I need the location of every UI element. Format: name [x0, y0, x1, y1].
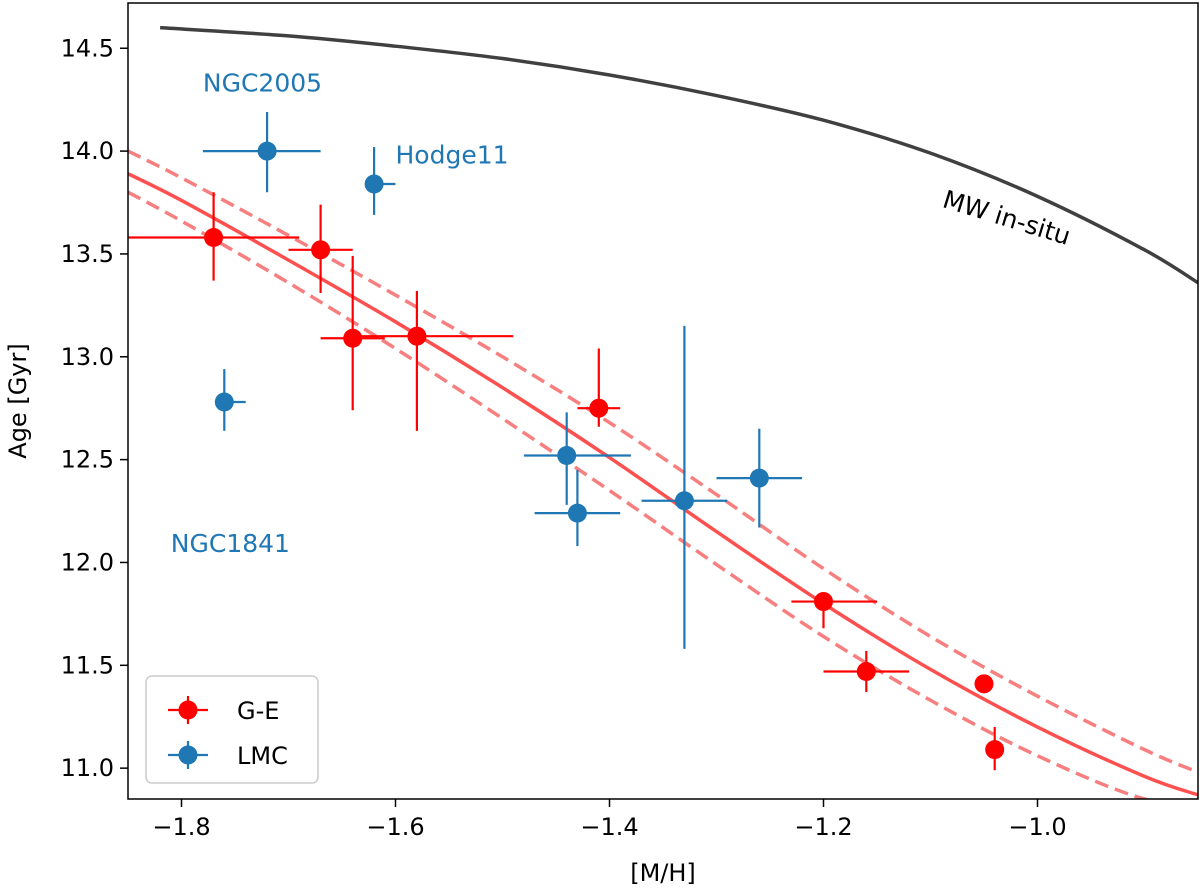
- data-marker: [814, 592, 833, 612]
- y-tick-label: 14.5: [61, 34, 114, 62]
- lmc-point: [523, 412, 631, 505]
- data-marker: [974, 674, 994, 694]
- curve-mw-in-situ: [159, 25, 1198, 285]
- x-axis-label: [M/H]: [630, 859, 696, 887]
- x-tick-label: −1.2: [794, 813, 852, 841]
- data-marker: [856, 661, 876, 681]
- annotations-layer: NGC2005 Hodge11 NGC1841 MW in-situ: [171, 68, 1074, 558]
- g-e-point: [577, 348, 621, 427]
- y-tick-label: 13.0: [61, 343, 114, 371]
- y-tick-label: 14.0: [61, 137, 114, 165]
- annotation-ngc1841: NGC1841: [171, 529, 290, 558]
- lmc-point: [641, 325, 728, 649]
- g-e-point: [985, 727, 1005, 771]
- data-marker: [343, 328, 363, 348]
- y-axis: 11.0 11.5 12.0 12.5 13.0 13.5 14.0 14.5: [61, 34, 128, 782]
- legend: G-E LMC: [145, 675, 319, 784]
- legend-label: LMC: [237, 742, 288, 770]
- data-marker: [985, 740, 1005, 760]
- data-marker: [204, 227, 224, 247]
- y-tick-label: 11.0: [61, 754, 114, 782]
- data-marker: [214, 392, 234, 412]
- y-tick-label: 12.0: [61, 548, 114, 576]
- y-tick-label: 12.5: [61, 446, 114, 474]
- g-e-point: [974, 674, 994, 694]
- x-axis: −1.8 −1.6 −1.4 −1.2 −1.0: [152, 799, 1067, 841]
- legend-box: [145, 675, 319, 784]
- data-marker: [407, 326, 427, 346]
- x-tick-label: −1.4: [580, 813, 638, 841]
- g-e-point: [823, 650, 910, 693]
- legend-marker: [178, 700, 198, 720]
- data-marker: [589, 398, 609, 418]
- g-e-point: [288, 204, 353, 294]
- g-e-point: [320, 255, 385, 411]
- data-marker: [674, 491, 694, 511]
- annotation-ngc2005: NGC2005: [203, 68, 322, 97]
- points-layer: [128, 112, 1005, 771]
- lmc-point: [364, 146, 396, 215]
- legend-entry-g-e: G-E: [168, 696, 279, 725]
- curves-layer: [128, 25, 1198, 799]
- plot-frame: [127, 2, 1199, 800]
- y-tick-label: 11.5: [61, 651, 114, 679]
- curve-g-e-fit: [128, 172, 1198, 797]
- data-marker: [557, 446, 577, 466]
- x-tick-label: −1.8: [152, 813, 210, 841]
- g-e-point: [128, 192, 300, 281]
- g-e-point: [791, 592, 877, 629]
- legend-label: G-E: [237, 697, 279, 725]
- data-marker: [364, 174, 384, 194]
- legend-marker: [178, 745, 198, 765]
- lmc-point: [534, 469, 621, 547]
- lmc-point: [202, 112, 321, 193]
- legend-entry-lmc: LMC: [168, 741, 288, 770]
- lmc-point: [716, 428, 803, 528]
- annotation-mw-in-situ: MW in-situ: [939, 185, 1073, 251]
- data-marker: [311, 240, 331, 260]
- annotation-hodge11: Hodge11: [396, 140, 509, 169]
- data-marker: [567, 503, 587, 523]
- y-tick-label: 13.5: [61, 240, 114, 268]
- lmc-point: [214, 369, 246, 431]
- data-marker: [257, 141, 277, 161]
- x-tick-label: −1.6: [366, 813, 424, 841]
- x-tick-label: −1.0: [1008, 813, 1066, 841]
- y-axis-label: Age [Gyr]: [4, 343, 32, 458]
- curve-g-e-fit-upper: [128, 149, 1198, 774]
- g-e-point: [352, 290, 514, 431]
- data-marker: [749, 468, 769, 488]
- curve-g-e-fit-lower: [128, 190, 1198, 799]
